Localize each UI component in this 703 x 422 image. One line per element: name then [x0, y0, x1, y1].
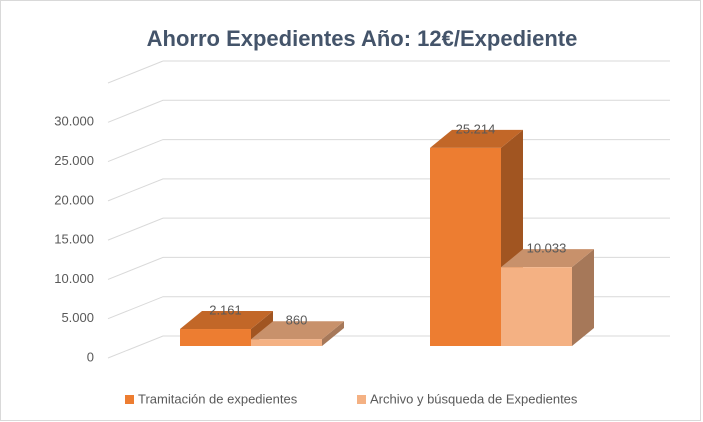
value-label: 10.033 — [527, 241, 567, 256]
bar-side — [322, 321, 344, 346]
bar-top — [180, 311, 273, 330]
chart-title: Ahorro Expedientes Año: 12€/Expediente — [147, 26, 578, 51]
y-tick-label: 30.000 — [54, 114, 94, 129]
y-tick-label: 5.000 — [61, 310, 94, 325]
legend-swatch — [357, 395, 366, 404]
bar — [430, 147, 501, 346]
value-label: 25.214 — [456, 121, 496, 136]
wall-edge — [107, 60, 164, 84]
y-tick-label: 0 — [87, 349, 94, 364]
y-tick-label: 15.000 — [54, 232, 94, 247]
value-label: 860 — [286, 313, 308, 328]
bar — [251, 339, 322, 346]
y-tick-label: 10.000 — [54, 271, 94, 286]
y-tick-label: 25.000 — [54, 153, 94, 168]
bar — [501, 267, 572, 346]
bar — [180, 329, 251, 346]
legend-label: Archivo y búsqueda de Expedientes — [370, 391, 578, 406]
bar-top — [501, 249, 594, 268]
bar-top — [251, 321, 344, 340]
value-label: 2.161 — [209, 302, 242, 317]
grid-line — [107, 99, 670, 123]
bar-side — [572, 249, 594, 346]
legend-label: Tramitación de expedientes — [138, 391, 298, 406]
y-tick-label: 20.000 — [54, 192, 94, 207]
legend-swatch — [125, 395, 134, 404]
bar-top — [430, 129, 523, 148]
